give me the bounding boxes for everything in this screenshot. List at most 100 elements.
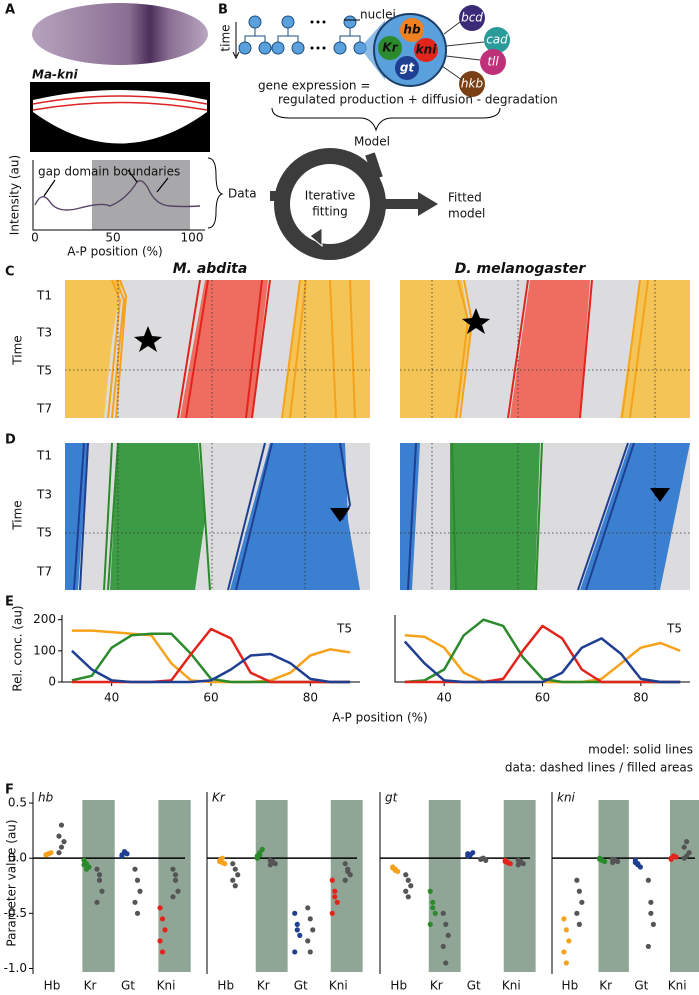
domain-shade <box>92 160 190 230</box>
point <box>94 866 100 872</box>
decoration <box>621 279 649 419</box>
point <box>329 910 335 916</box>
gene-label: hb <box>403 23 421 37</box>
decoration <box>330 508 350 522</box>
point <box>58 822 65 828</box>
fitted-label: model <box>448 207 485 221</box>
x-tick-label: 0 <box>31 231 39 245</box>
y-tick-label: T1 <box>36 289 52 303</box>
decoration <box>339 28 361 42</box>
shaded-band <box>255 800 288 972</box>
gene-name: Ma-kni <box>32 68 79 82</box>
point <box>157 938 163 944</box>
point <box>342 861 348 867</box>
panel-label: D <box>5 433 16 448</box>
shaded-band <box>598 800 629 972</box>
gene-label: kni <box>416 43 438 57</box>
point <box>305 938 311 944</box>
decoration <box>271 41 285 55</box>
point <box>430 899 436 905</box>
decoration <box>650 488 670 502</box>
point <box>329 877 335 883</box>
point <box>403 888 409 894</box>
x-tick-label: Kni <box>502 979 521 993</box>
point <box>175 888 181 894</box>
decoration <box>258 41 272 55</box>
x-label: A-P position (%) <box>332 711 427 725</box>
gene-kr <box>378 36 402 60</box>
point <box>650 921 656 927</box>
y-tick-label: T3 <box>36 326 52 340</box>
series-line <box>71 629 351 684</box>
point <box>132 899 138 905</box>
spacetime-d-left <box>65 442 370 591</box>
point <box>259 846 265 852</box>
spacetime-d-right <box>400 442 690 591</box>
input-hkb <box>459 71 485 97</box>
point <box>563 927 569 933</box>
axis <box>61 615 360 683</box>
point <box>96 872 103 878</box>
decoration <box>73 442 89 591</box>
point <box>671 853 677 859</box>
gene-label: gt <box>400 61 416 75</box>
decoration <box>244 28 266 42</box>
point <box>518 859 524 866</box>
decoration <box>134 326 162 352</box>
point <box>440 943 446 950</box>
input-label: cad <box>486 33 508 47</box>
decoration <box>333 41 347 55</box>
annotation: T5 <box>336 622 352 636</box>
y-tick-label: T3 <box>36 488 52 502</box>
equation: gene expression = <box>258 79 370 93</box>
point <box>94 899 100 905</box>
decoration <box>451 442 543 591</box>
y-tick-label: T7 <box>36 565 52 579</box>
x-tick-label: 100 <box>181 231 204 245</box>
nuclei-tree <box>238 15 367 55</box>
point <box>230 861 236 867</box>
decoration <box>103 442 211 591</box>
y-label: Rel. conc. (au) <box>11 605 25 691</box>
fitted-label: Fitted <box>448 191 482 205</box>
x-tick-label: Hb <box>562 979 579 993</box>
point <box>579 899 585 905</box>
ellipsis <box>310 20 326 50</box>
x-tick-label: 60 <box>203 691 218 705</box>
point <box>83 866 90 872</box>
y-tick-label: 0.0 <box>8 851 27 865</box>
y-tick-label: 0 <box>48 675 56 689</box>
decoration <box>291 41 305 55</box>
loop-arrowhead <box>309 227 323 248</box>
point <box>307 916 313 922</box>
brace <box>207 157 224 229</box>
annotation: gap domain boundaries <box>38 165 180 179</box>
decoration <box>322 46 326 50</box>
x-tick-label: Kni <box>157 979 176 993</box>
point <box>162 927 168 933</box>
subplot-title: Kr <box>212 791 226 805</box>
point <box>342 877 348 883</box>
y-label: Intensity (au) <box>8 155 22 235</box>
point <box>294 921 300 927</box>
x-tick-label: Kni <box>329 979 348 993</box>
point <box>648 899 654 905</box>
point <box>310 927 316 933</box>
embryo-outline <box>33 90 207 144</box>
input-label: tll <box>487 55 499 69</box>
gene-kni <box>414 38 438 62</box>
x-tick-label: 80 <box>303 691 318 705</box>
y-label: Time <box>11 335 25 365</box>
panel-label: F <box>5 783 14 798</box>
series-line <box>71 649 351 684</box>
shaded-band <box>158 800 191 972</box>
sampling-band <box>32 95 208 111</box>
subplot-title: gt <box>385 791 399 805</box>
point <box>681 844 687 850</box>
point <box>645 943 651 950</box>
point <box>159 949 166 955</box>
x-tick-label: Gt <box>634 979 648 993</box>
nucleus <box>373 13 447 87</box>
point <box>563 960 569 966</box>
spacetime-c-left <box>65 279 370 419</box>
